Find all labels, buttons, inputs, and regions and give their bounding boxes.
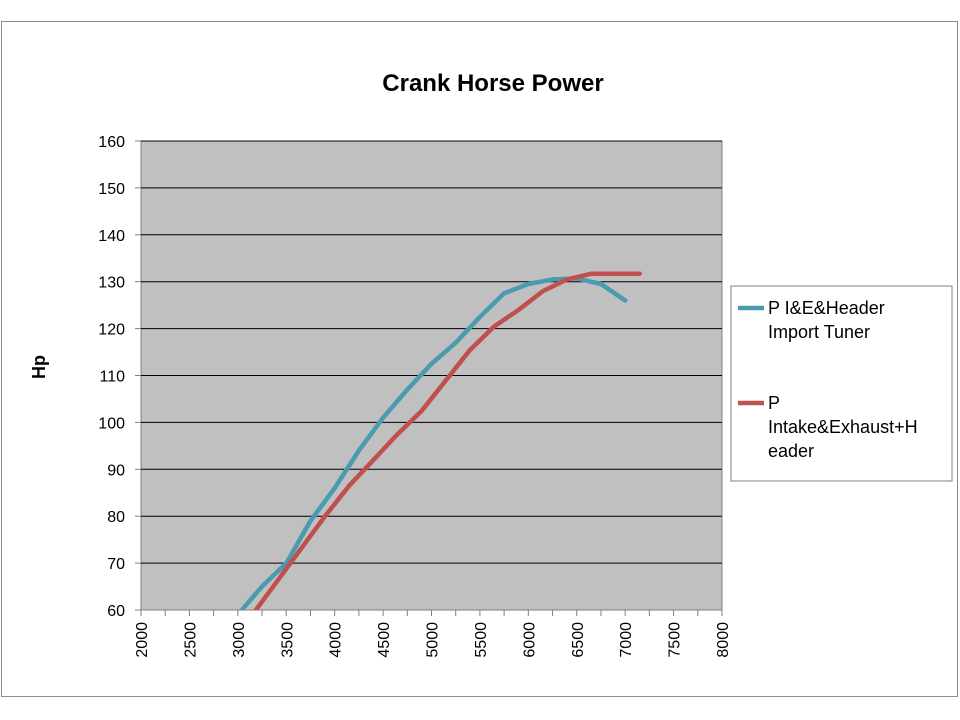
legend-label-1: P I&E&Header	[768, 298, 885, 318]
x-tick-label: 5000	[425, 622, 442, 658]
x-tick-label: 6500	[570, 622, 587, 658]
x-tick-label: 6000	[521, 622, 538, 658]
y-tick-label: 80	[107, 509, 125, 526]
series-line-1	[238, 276, 628, 610]
x-axis: 2000 2500 3000 3500 4000 4500 5000 5500 6000 6500…	[134, 610, 732, 658]
y-tick-label: 120	[98, 322, 125, 339]
y-tick-label: 70	[107, 556, 125, 573]
x-tick-label: 4000	[328, 622, 345, 658]
legend	[730, 285, 953, 482]
y-tick-label: 60	[107, 603, 125, 620]
series-group	[238, 271, 642, 610]
x-tick-label: 5500	[473, 622, 490, 658]
x-tick-label: 2000	[134, 622, 151, 658]
series-line-2	[253, 271, 642, 610]
grid-lines	[141, 140, 722, 564]
x-tick-label: 3500	[279, 622, 296, 658]
chart-title: Crank Horse Power	[382, 70, 603, 97]
y-axis-label: Hp	[29, 355, 49, 379]
legend-label-1: Import Tuner	[768, 322, 870, 342]
x-tick-label: 8000	[715, 622, 732, 658]
y-axis: 60 70 80 90 100 110 120 130 140 150 160	[98, 134, 141, 620]
legend-items: P I&E&Header Import Tuner P Intake&Exhaust+…	[738, 298, 918, 461]
y-tick-label: 130	[98, 275, 125, 292]
legend-label-2: eader	[768, 441, 814, 461]
y-tick-label: 140	[98, 228, 125, 245]
y-tick-label: 90	[107, 462, 125, 479]
legend-label-2: P	[768, 393, 780, 413]
x-tick-label: 7000	[618, 622, 635, 658]
x-tick-label: 4500	[376, 622, 393, 658]
y-tick-label: 150	[98, 181, 125, 198]
x-tick-label: 7500	[667, 622, 684, 658]
y-tick-label: 100	[98, 415, 125, 432]
y-tick-label: 110	[99, 369, 125, 386]
x-tick-label: 3000	[231, 622, 248, 658]
x-tick-label: 2500	[182, 622, 199, 658]
y-tick-label: 160	[98, 134, 125, 151]
legend-label-2: Intake&Exhaust+H	[768, 417, 918, 437]
